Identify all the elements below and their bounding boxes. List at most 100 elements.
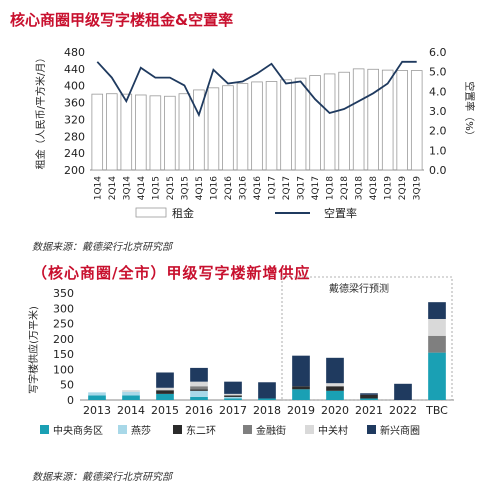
- x-tick-label: 3Q19: [413, 176, 423, 201]
- x-tick-label: 4Q16: [253, 176, 263, 201]
- supply-bar-segment: [292, 355, 310, 387]
- supply-bar-segment: [224, 393, 242, 396]
- x-tick-label: 1Q14: [93, 176, 103, 201]
- supply-bar-segment: [156, 393, 174, 400]
- rent-bar: [410, 70, 423, 171]
- x-tick-label: 2Q18: [340, 176, 350, 201]
- supply-bar-segment: [292, 389, 310, 400]
- legend-rent-swatch: [135, 207, 167, 218]
- legend-label: 中央商务区: [53, 424, 103, 437]
- x-tick-label: 2015: [151, 404, 179, 417]
- chart1-title: 核心商圈甲级写字楼租金&空置率: [10, 11, 234, 29]
- forecast-annotation: 戴德梁行预测: [329, 282, 389, 295]
- x-tick-label: 2Q14: [108, 176, 118, 201]
- x-tick-label: 2017: [219, 404, 247, 417]
- supply-bar-segment: [292, 386, 310, 390]
- left-tick-label: 400: [64, 80, 85, 93]
- rent-bar: [207, 87, 220, 171]
- rent-bar: [265, 81, 278, 171]
- rent-bar: [178, 93, 191, 171]
- rent-bar: [149, 95, 162, 171]
- x-tick-label: 1Q18: [326, 176, 336, 201]
- supply-bar-segment: [122, 391, 140, 396]
- x-tick-label: 3Q15: [180, 176, 190, 200]
- x-tick-label: 2022: [389, 404, 417, 417]
- y-tick-label: 0: [67, 394, 74, 407]
- y-tick-label: 250: [53, 318, 74, 331]
- left-tick-label: 480: [64, 46, 85, 59]
- supply-bar-segment: [190, 390, 208, 397]
- x-tick-label: 2021: [355, 404, 383, 417]
- rent-bar: [135, 94, 147, 171]
- x-tick-label: 4Q14: [137, 176, 147, 201]
- rent-bar: [251, 81, 263, 171]
- chart2-source: 数据来源：戴德梁行北京研究部: [32, 472, 172, 483]
- left-axis-title: 租金（人民币/平方米/月）: [34, 53, 47, 170]
- x-tick-label: 3Q16: [238, 176, 248, 201]
- x-tick-label: 1Q17: [268, 176, 278, 200]
- rent-bar: [367, 68, 379, 171]
- supply-bar-segment: [190, 367, 208, 382]
- x-tick-label: 2014: [117, 404, 145, 417]
- x-tick-label: 2019: [287, 404, 315, 417]
- y-tick-label: 200: [53, 333, 74, 346]
- rent-bar: [91, 93, 104, 171]
- right-tick-label: 6.0: [429, 46, 447, 59]
- legend-label: 燕莎: [131, 424, 151, 437]
- supply-bar-segment: [428, 318, 446, 336]
- y-tick-label: 300: [53, 302, 74, 315]
- left-tick-label: 320: [64, 113, 85, 126]
- x-tick-label: 4Q15: [195, 176, 205, 200]
- supply-bar-segment: [360, 394, 378, 399]
- supply-bar-segment: [224, 396, 242, 399]
- x-tick-label: 1Q15: [151, 176, 161, 200]
- x-tick-label: 2018: [253, 404, 281, 417]
- supply-bar-segment: [224, 395, 242, 397]
- rent-bar: [106, 93, 118, 171]
- legend-swatch: [367, 425, 376, 434]
- rent-bar: [352, 68, 365, 171]
- legend-swatch: [305, 425, 314, 434]
- supply-bar-segment: [88, 395, 106, 400]
- x-tick-label: 3Q17: [297, 176, 307, 200]
- legend-label: 中关村: [318, 424, 348, 437]
- rent-bar: [222, 85, 234, 171]
- left-tick-label: 240: [64, 147, 85, 160]
- rent-bar: [294, 77, 307, 171]
- rent-bar: [164, 95, 176, 171]
- supply-bar-segment: [428, 335, 446, 353]
- x-tick-label: 2013: [83, 404, 111, 417]
- supply-bar-segment: [224, 381, 242, 394]
- supply-bar-segment: [394, 383, 412, 400]
- supply-bar-segment: [326, 390, 344, 400]
- supply-bar-segment: [88, 392, 106, 396]
- rent-bar: [381, 69, 394, 171]
- legend-label: 东二环: [186, 424, 216, 437]
- left-tick-label: 280: [64, 130, 85, 143]
- supply-bar-segment: [326, 383, 344, 387]
- supply-bar-segment: [190, 389, 208, 391]
- supply-bar-segment: [190, 396, 208, 400]
- supply-bar-segment: [156, 390, 174, 394]
- x-tick-label: 1Q19: [384, 176, 394, 201]
- supply-bar-segment: [258, 398, 276, 400]
- x-tick-label: 2016: [185, 404, 213, 417]
- rent-bar: [396, 70, 408, 171]
- supply-bar-segment: [258, 382, 276, 399]
- y-tick-label: 150: [53, 348, 74, 361]
- x-tick-label: 2Q19: [398, 176, 408, 201]
- legend-swatch: [173, 425, 182, 434]
- legend-label: 金融街: [256, 424, 286, 437]
- supply-bar-segment: [156, 372, 174, 388]
- x-tick-label: TBC: [425, 404, 448, 417]
- right-tick-label: 5.0: [429, 66, 447, 79]
- supply-bar-segment: [156, 387, 174, 391]
- legend-label: 新兴商圈: [380, 424, 420, 437]
- rent-vacancy-chart: 200 240 280 320 360 400 440 480 0.0 1.0 2.0 3.0 4.0 5…: [34, 46, 476, 220]
- legend-swatch: [243, 425, 252, 434]
- supply-bar-segment: [428, 302, 446, 319]
- x-tick-label: 4Q18: [369, 176, 379, 201]
- rent-bar: [309, 75, 321, 171]
- chart2-title: （核心商圈/全市）甲级写字楼新增供应: [32, 264, 311, 282]
- left-tick-label: 360: [64, 97, 85, 110]
